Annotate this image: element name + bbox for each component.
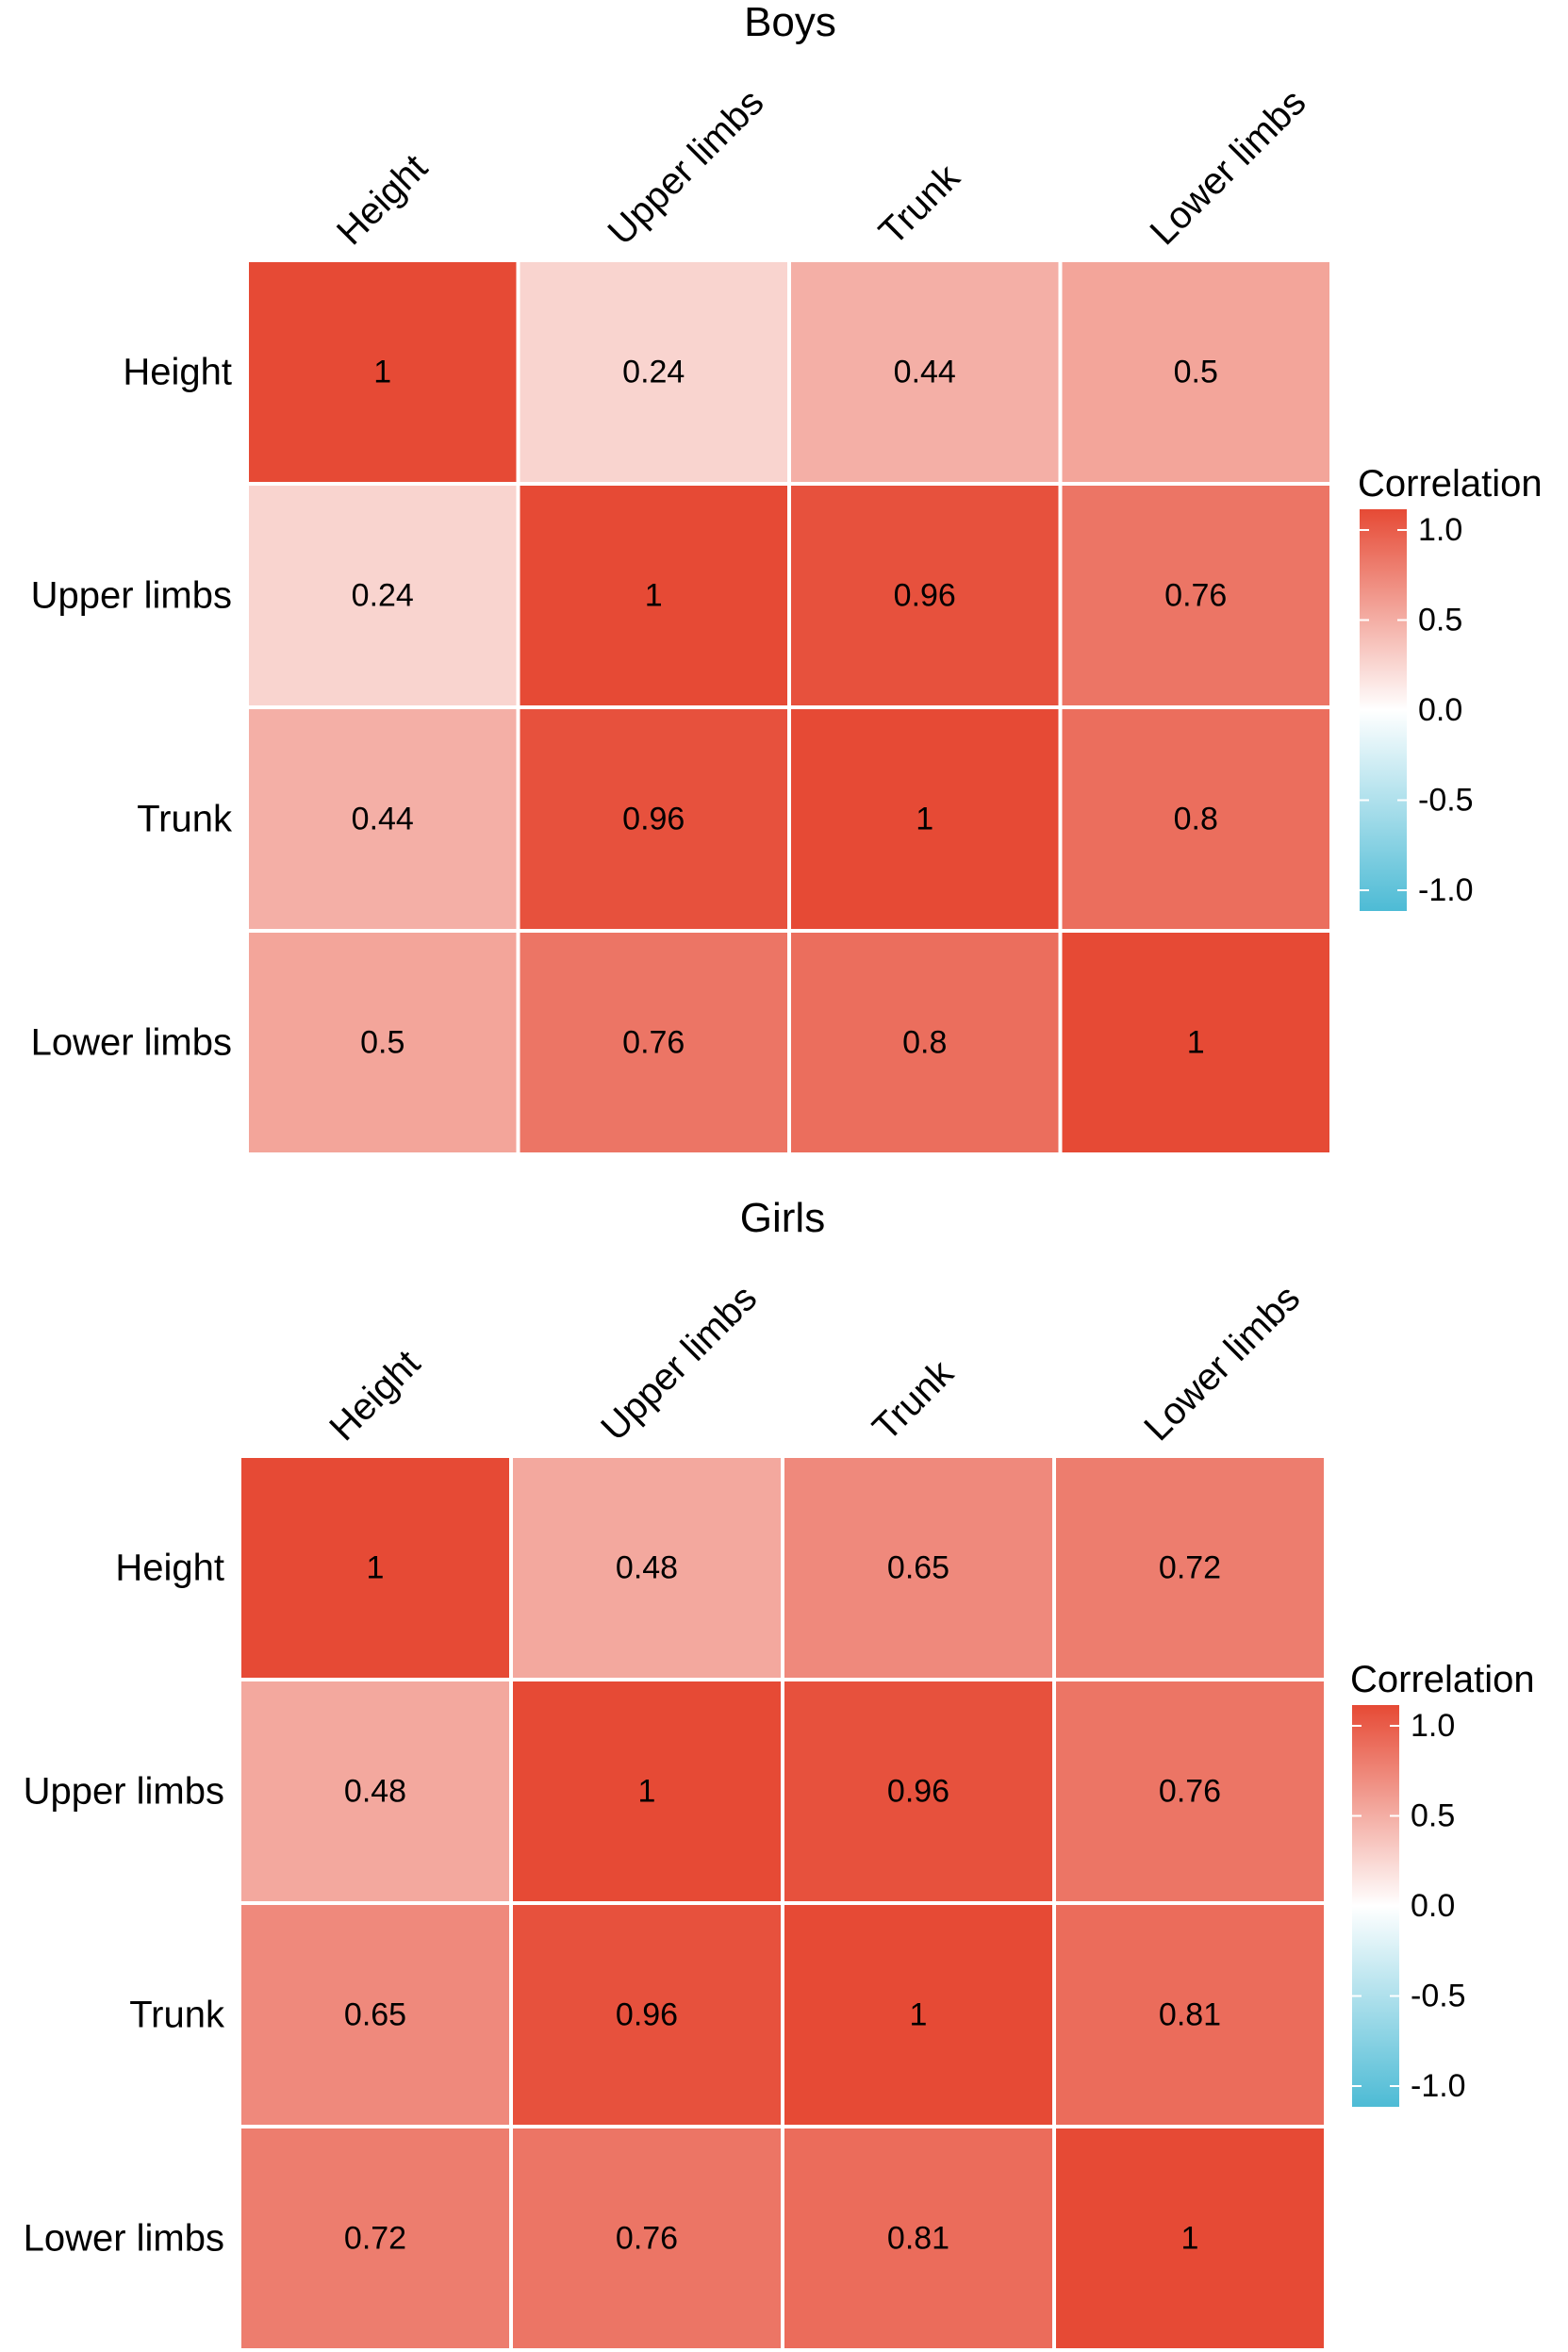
boys-legend-title: Correlation bbox=[1358, 463, 1543, 505]
girls-cell-label-height-trunk: 0.65 bbox=[887, 1550, 949, 1586]
boys-cell-upper-limbs-lower-limbs bbox=[1058, 482, 1333, 709]
boys-legend-tick-label-0: 1.0 bbox=[1418, 512, 1462, 548]
girls-col-label-height: Height bbox=[322, 1342, 428, 1449]
boys-cell-label-lower-limbs-height: 0.5 bbox=[360, 1025, 404, 1061]
boys-col-label-height: Height bbox=[329, 146, 436, 253]
boys-cell-label-trunk-trunk: 1 bbox=[916, 802, 933, 837]
girls-cell-trunk-lower-limbs bbox=[1052, 1901, 1328, 2128]
boys-cell-label-lower-limbs-trunk: 0.8 bbox=[902, 1025, 947, 1061]
girls-cell-label-trunk-lower-limbs: 0.81 bbox=[1159, 1997, 1221, 2033]
boys-row-label-trunk: Trunk bbox=[137, 799, 233, 840]
girls-cell-label-upper-limbs-trunk: 0.96 bbox=[887, 1774, 949, 1810]
girls-cell-label-lower-limbs-height: 0.72 bbox=[344, 2221, 406, 2257]
girls-cell-label-upper-limbs-lower-limbs: 0.76 bbox=[1159, 1774, 1221, 1810]
boys-cell-lower-limbs-height bbox=[245, 929, 520, 1156]
boys-panel: Boys Height Upper limbs Trunk Lower limbs Hei… bbox=[31, 0, 1543, 1156]
girls-cell-label-lower-limbs-lower-limbs: 1 bbox=[1181, 2221, 1199, 2257]
boys-cell-height-lower-limbs bbox=[1058, 258, 1333, 486]
boys-cell-label-height-lower-limbs: 0.5 bbox=[1174, 355, 1218, 390]
boys-cell-label-upper-limbs-lower-limbs: 0.76 bbox=[1164, 578, 1227, 614]
girls-title: Girls bbox=[740, 1195, 825, 1241]
girls-col-label-lower-limbs: Lower limbs bbox=[1136, 1277, 1308, 1449]
girls-row-label-lower-limbs: Lower limbs bbox=[24, 2218, 224, 2260]
boys-legend-tick-label-4: -1.0 bbox=[1418, 872, 1474, 908]
boys-cell-height-height bbox=[245, 258, 520, 486]
girls-legend: Correlation 1.0 0.5 0.0 -0.5 -1.0 bbox=[1350, 1659, 1535, 2107]
girls-row-label-trunk: Trunk bbox=[129, 1995, 225, 2036]
boys-cell-label-height-height: 1 bbox=[373, 355, 391, 390]
girls-cell-upper-limbs-upper-limbs bbox=[509, 1678, 784, 1905]
girls-col-label-trunk: Trunk bbox=[865, 1351, 962, 1449]
boys-cell-label-upper-limbs-upper-limbs: 1 bbox=[645, 578, 663, 614]
boys-cell-lower-limbs-lower-limbs bbox=[1058, 929, 1333, 1156]
boys-row-label-lower-limbs: Lower limbs bbox=[31, 1022, 232, 1064]
boys-cell-label-trunk-lower-limbs: 0.8 bbox=[1174, 802, 1218, 837]
boys-cell-lower-limbs-upper-limbs bbox=[516, 929, 791, 1156]
girls-cell-lower-limbs-trunk bbox=[781, 2125, 1056, 2352]
girls-row-label-upper-limbs: Upper limbs bbox=[24, 1771, 224, 1813]
boys-cell-label-upper-limbs-height: 0.24 bbox=[352, 578, 414, 614]
girls-cell-label-upper-limbs-height: 0.48 bbox=[344, 1774, 406, 1810]
girls-row-label-height: Height bbox=[115, 1548, 224, 1589]
girls-cell-label-trunk-trunk: 1 bbox=[910, 1997, 928, 2033]
girls-legend-tick-label-4: -1.0 bbox=[1411, 2068, 1466, 2104]
boys-legend: Correlation 1.0 0.5 0.0 -0.5 -1.0 bbox=[1358, 463, 1543, 911]
boys-cell-height-trunk bbox=[787, 258, 1063, 486]
girls-panel: Girls Height Upper limbs Trunk Lower limbs He… bbox=[24, 1195, 1535, 2352]
girls-legend-title: Correlation bbox=[1350, 1659, 1535, 1700]
girls-legend-tick-label-0: 1.0 bbox=[1411, 1708, 1455, 1744]
boys-cell-height-upper-limbs bbox=[516, 258, 791, 486]
girls-legend-tick-label-2: 0.0 bbox=[1411, 1888, 1455, 1924]
girls-cell-label-trunk-upper-limbs: 0.96 bbox=[616, 1997, 678, 2033]
boys-col-label-upper-limbs: Upper limbs bbox=[601, 81, 772, 253]
girls-cell-height-height bbox=[238, 1454, 513, 1681]
boys-cell-label-height-upper-limbs: 0.24 bbox=[622, 355, 685, 390]
girls-cell-label-height-height: 1 bbox=[367, 1550, 385, 1586]
boys-title: Boys bbox=[744, 0, 836, 45]
girls-cell-label-lower-limbs-trunk: 0.81 bbox=[887, 2221, 949, 2257]
boys-row-label-upper-limbs: Upper limbs bbox=[31, 575, 232, 617]
boys-cell-label-trunk-height: 0.44 bbox=[352, 802, 414, 837]
girls-cell-label-height-upper-limbs: 0.48 bbox=[616, 1550, 678, 1586]
boys-cell-label-upper-limbs-trunk: 0.96 bbox=[894, 578, 956, 614]
boys-col-label-lower-limbs: Lower limbs bbox=[1143, 81, 1314, 253]
girls-cell-trunk-height bbox=[238, 1901, 513, 2128]
boys-cell-trunk-upper-limbs bbox=[516, 705, 791, 933]
boys-legend-tick-label-3: -0.5 bbox=[1418, 783, 1474, 819]
girls-cell-height-upper-limbs bbox=[509, 1454, 784, 1681]
boys-cell-label-height-trunk: 0.44 bbox=[894, 355, 956, 390]
boys-row-label-height: Height bbox=[123, 352, 232, 393]
girls-cell-height-lower-limbs bbox=[1052, 1454, 1328, 1681]
boys-legend-tick-label-1: 0.5 bbox=[1418, 603, 1462, 638]
girls-cell-label-upper-limbs-upper-limbs: 1 bbox=[638, 1774, 656, 1810]
girls-cell-height-trunk bbox=[781, 1454, 1056, 1681]
girls-cell-lower-limbs-lower-limbs bbox=[1052, 2125, 1328, 2352]
girls-cell-upper-limbs-lower-limbs bbox=[1052, 1678, 1328, 1905]
girls-col-label-upper-limbs: Upper limbs bbox=[593, 1277, 765, 1449]
girls-legend-tick-label-1: 0.5 bbox=[1411, 1798, 1455, 1834]
boys-cell-upper-limbs-upper-limbs bbox=[516, 482, 791, 709]
girls-cell-trunk-upper-limbs bbox=[509, 1901, 784, 2128]
boys-legend-tick-label-2: 0.0 bbox=[1418, 692, 1462, 728]
girls-cell-label-trunk-height: 0.65 bbox=[344, 1997, 406, 2033]
boys-cell-label-trunk-upper-limbs: 0.96 bbox=[622, 802, 685, 837]
girls-legend-tick-label-3: -0.5 bbox=[1411, 1979, 1466, 2014]
boys-cell-label-lower-limbs-upper-limbs: 0.76 bbox=[622, 1025, 685, 1061]
boys-col-label-trunk: Trunk bbox=[871, 156, 968, 253]
girls-cell-label-height-lower-limbs: 0.72 bbox=[1159, 1550, 1221, 1586]
boys-cell-label-lower-limbs-lower-limbs: 1 bbox=[1187, 1025, 1205, 1061]
boys-cell-trunk-lower-limbs bbox=[1058, 705, 1333, 933]
girls-cell-label-lower-limbs-upper-limbs: 0.76 bbox=[616, 2221, 678, 2257]
